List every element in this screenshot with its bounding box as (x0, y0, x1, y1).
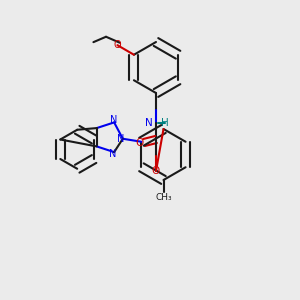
Text: O: O (114, 40, 121, 50)
Text: O: O (135, 137, 144, 148)
Text: CH₃: CH₃ (155, 193, 172, 202)
Text: N: N (110, 115, 118, 125)
Text: N: N (109, 148, 116, 159)
Text: O: O (152, 166, 160, 176)
Text: N: N (145, 118, 152, 128)
Text: H: H (161, 118, 169, 128)
Text: N: N (117, 134, 124, 144)
